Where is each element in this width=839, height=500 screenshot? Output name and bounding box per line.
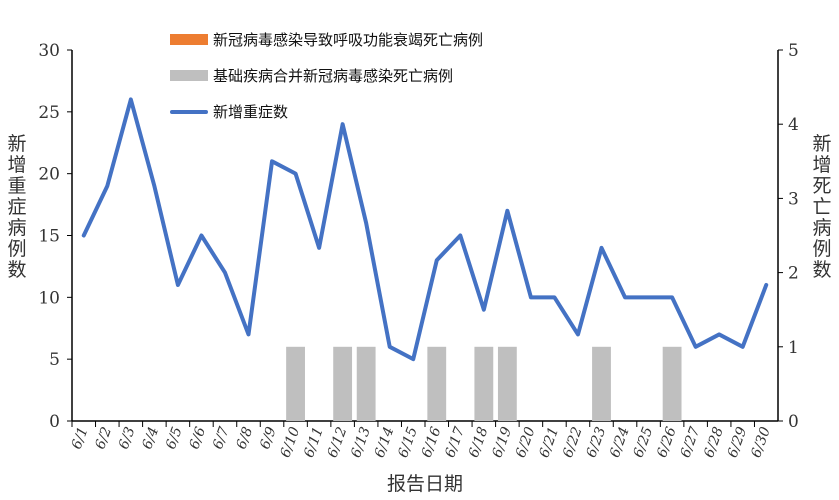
bar-6/16	[427, 346, 447, 421]
x-tick-label: 6/8	[234, 425, 257, 452]
x-tick-label: 6/12	[325, 425, 351, 460]
legend-label: 新冠病毒感染导致呼吸功能衰竭死亡病例	[213, 31, 483, 49]
y-tick-label: 20	[38, 165, 60, 185]
x-tick-label: 6/1	[69, 425, 92, 452]
y-tick-label: 25	[38, 103, 60, 123]
bar-6/19	[497, 346, 517, 421]
x-tick-label: 6/14	[372, 425, 398, 460]
y-tick-label: 10	[38, 288, 60, 308]
x-tick-label: 6/2	[92, 425, 115, 452]
y-tick-label: 30	[38, 41, 60, 61]
x-tick-label: 6/11	[301, 425, 327, 460]
x-tick-label: 6/13	[348, 425, 374, 460]
y-tick-label: 15	[38, 227, 60, 247]
y2-tick-label: 4	[788, 115, 799, 135]
x-tick-label: 6/29	[725, 425, 751, 460]
x-tick-label: 6/28	[701, 425, 727, 460]
y-tick-label: 5	[49, 350, 60, 370]
x-tick-label: 6/5	[163, 425, 186, 452]
y2-tick-label: 1	[788, 338, 799, 358]
bar-6/12	[333, 346, 353, 421]
bar-6/10	[286, 346, 305, 421]
x-tick-label: 6/24	[607, 425, 633, 460]
y-tick-label: 0	[49, 412, 60, 432]
bar-6/13	[356, 346, 376, 421]
x-tick-label: 6/27	[678, 425, 704, 460]
x-tick-label: 6/22	[560, 425, 586, 460]
y2-tick-label: 0	[788, 412, 799, 432]
x-tick-label: 6/9	[257, 425, 280, 452]
x-tick-label: 6/21	[536, 425, 562, 460]
x-tick-label: 6/26	[654, 425, 680, 460]
x-tick-label: 6/16	[419, 425, 445, 460]
x-tick-label: 6/4	[139, 425, 162, 452]
x-tick-label: 6/30	[748, 425, 774, 460]
x-tick-label: 6/20	[513, 425, 539, 460]
x-tick-label: 6/18	[466, 425, 492, 460]
legend-label: 基础疾病合并新冠病毒感染死亡病例	[213, 67, 453, 85]
x-tick-label: 6/23	[583, 425, 609, 460]
legend-swatch	[170, 70, 208, 81]
y2-axis-label: 新增死亡病例数	[812, 133, 831, 281]
bar-6/23	[592, 346, 611, 421]
bar-6/26	[662, 346, 682, 421]
y2-tick-label: 2	[788, 264, 799, 284]
y-axis-label: 新增重症病例数	[7, 133, 26, 281]
x-tick-label: 6/19	[489, 425, 515, 460]
x-axis-label: 报告日期	[387, 473, 463, 495]
x-tick-label: 6/7	[210, 425, 233, 452]
x-tick-label: 6/25	[631, 425, 657, 460]
bar-6/18	[474, 346, 494, 421]
x-tick-label: 6/15	[395, 425, 421, 460]
line-series	[81, 97, 769, 362]
y2-tick-label: 5	[788, 41, 799, 61]
x-tick-label: 6/17	[442, 425, 468, 460]
x-tick-label: 6/10	[278, 425, 304, 460]
x-tick-label: 6/3	[116, 425, 139, 452]
legend-swatch	[170, 34, 208, 45]
x-tick-label: 6/6	[186, 425, 209, 452]
y2-tick-label: 3	[788, 189, 799, 209]
legend-label: 新增重症数	[213, 103, 288, 121]
